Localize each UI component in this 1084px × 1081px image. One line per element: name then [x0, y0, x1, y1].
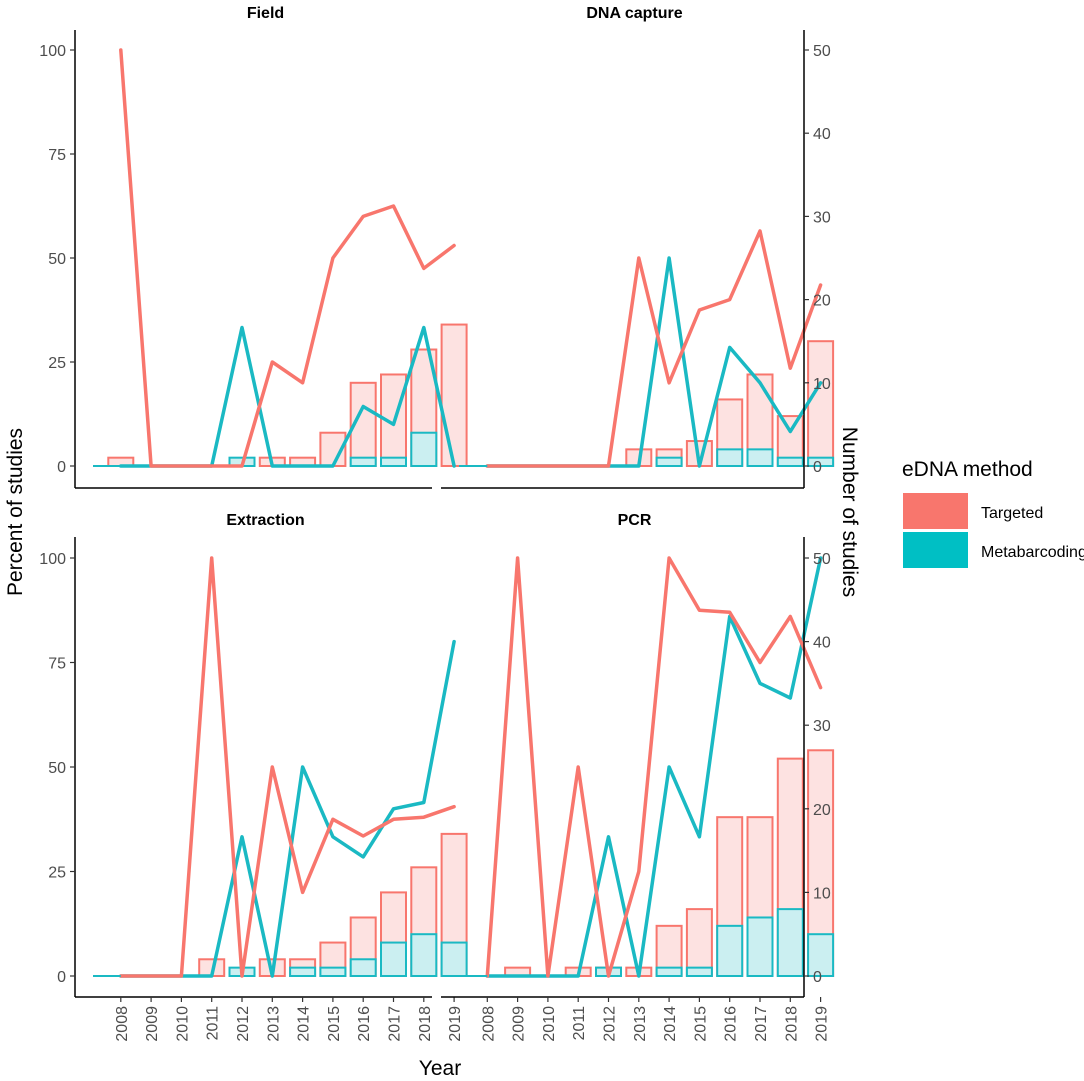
legend-key-metabarcoding	[903, 532, 968, 568]
bar-targeted-2019	[807, 340, 835, 468]
legend-key-targeted	[903, 493, 968, 529]
bar-metabarcoding-2014	[289, 966, 317, 978]
legend-label-metabarcoding: Metabarcoding	[981, 544, 1084, 561]
line-targeted-percent	[119, 556, 456, 978]
bar-metabarcoding-2016	[349, 958, 377, 978]
tick-label-x: 2018	[417, 1006, 434, 1042]
tick-label-left: 0	[57, 459, 66, 476]
bar-metabarcoding-2017	[746, 916, 774, 977]
line-metabarcoding-percent	[485, 556, 823, 978]
tick-label-left: 100	[39, 551, 66, 568]
line-targeted-percent	[119, 48, 456, 468]
bar-metabarcoding-2018	[776, 456, 804, 467]
bar-metabarcoding-2016	[716, 448, 744, 467]
bar-metabarcoding-2015	[319, 966, 347, 978]
bar-metabarcoding-2014	[655, 456, 683, 467]
tick-label-x: 2015	[326, 1006, 343, 1042]
tick-label-right: 0	[813, 459, 822, 476]
tick-label-right: 30	[813, 718, 831, 735]
tick-label-left: 25	[48, 865, 66, 882]
panel-field: Field 0 25 50 75 100	[39, 5, 468, 489]
tick-label-left: 50	[48, 760, 66, 777]
bar-metabarcoding-2018	[776, 908, 804, 977]
tick-label-left: 75	[48, 656, 66, 673]
tick-label-x: 2010	[174, 1006, 191, 1042]
bar-metabarcoding-2017	[380, 941, 407, 977]
panel-title: Extraction	[226, 512, 304, 529]
bar-metabarcoding-2018	[410, 933, 438, 978]
tick-label-x: 2011	[205, 1006, 222, 1041]
legend: eDNA method Targeted Metabarcoding	[902, 458, 1084, 568]
tick-label-x: 2008	[114, 1006, 131, 1042]
tick-label-right: 50	[813, 43, 831, 60]
tick-label-x: 2018	[783, 1006, 800, 1042]
line-targeted-percent	[485, 556, 823, 978]
bar-metabarcoding-2016	[716, 924, 744, 978]
tick-label-right: 10	[813, 885, 831, 902]
tick-label-right: 50	[813, 551, 831, 568]
bar-targeted-2015	[685, 908, 713, 977]
tick-label-x: 2012	[235, 1006, 252, 1042]
tick-label-x: 2013	[265, 1006, 282, 1042]
bar-metabarcoding-2019	[807, 456, 835, 467]
tick-label-left: 75	[48, 147, 66, 164]
x-axis-title: Year	[419, 1057, 461, 1080]
tick-label-x: 2013	[632, 1006, 649, 1042]
tick-label-x: 2019	[814, 1006, 831, 1042]
tick-label-x: 2017	[387, 1006, 404, 1042]
tick-label-left: 50	[48, 251, 66, 268]
tick-label-x: 2014	[662, 1006, 679, 1042]
y-axis-title-left: Percent of studies	[4, 428, 27, 596]
tick-label-right: 20	[813, 802, 831, 819]
tick-label-right: 40	[813, 635, 831, 652]
panel-title: DNA capture	[586, 5, 682, 22]
bar-targeted-2019	[440, 323, 468, 467]
y-axis-title-right: Number of studies	[838, 427, 861, 597]
panel-extraction: Extraction 0 25 50 75 100 2008 2009 2010 2011 2012…	[39, 512, 468, 1042]
bar-metabarcoding-2014	[655, 966, 683, 978]
bar-metabarcoding-2019	[440, 941, 468, 977]
bar-targeted-2015	[319, 431, 347, 467]
tick-label-x: 2019	[447, 1006, 464, 1042]
tick-label-right: 40	[813, 126, 831, 143]
legend-label-targeted: Targeted	[981, 505, 1043, 522]
tick-label-left: 100	[39, 43, 66, 60]
bar-metabarcoding-2016	[349, 456, 377, 467]
tick-label-x: 2009	[144, 1006, 161, 1042]
tick-label-x: 2017	[753, 1006, 770, 1042]
panel-title: Field	[247, 5, 284, 22]
tick-label-left: 25	[48, 355, 66, 372]
line-targeted-percent	[485, 229, 823, 468]
tick-label-x: 2016	[723, 1006, 740, 1042]
bar-metabarcoding-2017	[380, 456, 407, 467]
tick-label-x: 2008	[480, 1006, 497, 1042]
tick-label-left: 0	[57, 969, 66, 986]
tick-label-x: 2009	[511, 1006, 528, 1042]
tick-label-right: 30	[813, 209, 831, 226]
tick-label-right: 20	[813, 293, 831, 310]
bar-metabarcoding-2018	[410, 431, 438, 467]
panel-pcr: PCR 0 10 20 30 40 50 2008 2009 2010 2011 2012 2013 20…	[441, 512, 835, 1042]
bar-metabarcoding-2017	[746, 448, 774, 467]
panel-dna-capture: DNA capture 0 10 20 30 40 50	[441, 5, 835, 489]
tick-label-x: 2010	[541, 1006, 558, 1042]
bar-metabarcoding-2019	[807, 933, 835, 978]
tick-label-x: 2015	[692, 1006, 709, 1042]
legend-title: eDNA method	[902, 458, 1033, 481]
bar-metabarcoding-2015	[685, 966, 713, 978]
tick-label-x: 2014	[296, 1006, 313, 1042]
tick-label-x: 2011	[571, 1006, 588, 1041]
tick-label-x: 2016	[356, 1006, 373, 1042]
tick-label-right: 0	[813, 969, 822, 986]
panel-title: PCR	[618, 512, 652, 529]
tick-label-x: 2012	[602, 1006, 619, 1042]
tick-label-right: 10	[813, 376, 831, 393]
